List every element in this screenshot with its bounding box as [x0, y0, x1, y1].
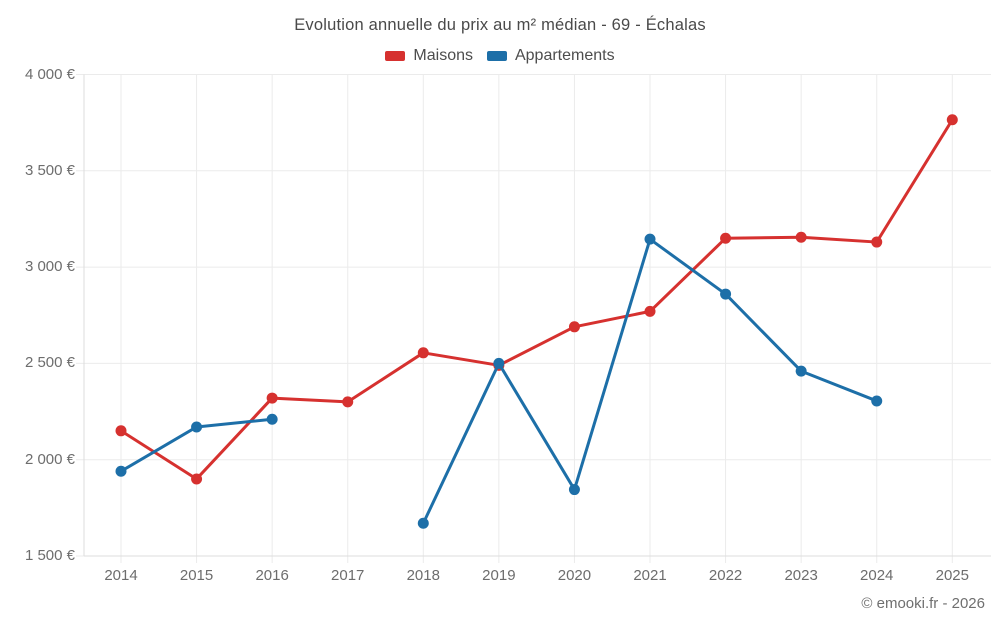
data-point-maisons-2017[interactable] — [342, 396, 354, 408]
data-point-maisons-2014[interactable] — [115, 425, 127, 437]
series-line-maisons — [119, 118, 954, 481]
legend-label-appartements: Appartements — [514, 47, 615, 64]
data-point-appartements-2020[interactable] — [568, 484, 580, 496]
legend-item-maisons[interactable]: Maisons — [385, 47, 473, 65]
appartements-series-swatch — [486, 51, 507, 61]
x-axis-label: 2018 — [406, 567, 440, 584]
data-point-appartements-2018[interactable] — [417, 517, 429, 529]
data-point-appartements-2016[interactable] — [266, 413, 278, 425]
data-point-appartements-2021[interactable] — [644, 233, 656, 245]
data-point-maisons-2016[interactable] — [266, 392, 278, 404]
y-axis-label: 1 500 € — [24, 547, 75, 564]
x-axis-label: 2019 — [482, 567, 516, 584]
data-point-maisons-2015[interactable] — [191, 473, 203, 485]
y-axis-label: 3 500 € — [24, 161, 75, 179]
data-point-appartements-2023[interactable] — [795, 365, 807, 377]
data-point-appartements-2019[interactable] — [493, 357, 505, 369]
data-point-appartements-2024[interactable] — [871, 395, 883, 407]
data-point-appartements-2022[interactable] — [720, 288, 732, 300]
copyright-text: © emooki.fr - 2026 — [861, 595, 985, 612]
data-point-maisons-2024[interactable] — [871, 236, 883, 248]
y-axis-label: 2 500 € — [24, 354, 75, 372]
data-point-maisons-2022[interactable] — [720, 232, 732, 244]
x-axis-label: 2016 — [255, 567, 289, 584]
x-axis-label: 2014 — [104, 567, 138, 584]
data-point-maisons-2021[interactable] — [644, 305, 656, 317]
legend-item-appartements[interactable]: Appartements — [486, 47, 615, 65]
x-axis-label: 2017 — [331, 567, 365, 584]
x-axis-label: 2025 — [935, 567, 969, 584]
x-axis-label: 2024 — [860, 567, 894, 584]
maisons-series-swatch — [385, 51, 406, 61]
y-axis-label: 2 000 € — [24, 450, 75, 468]
data-point-maisons-2020[interactable] — [568, 321, 580, 333]
chart-title: Evolution annuelle du prix au m² médian … — [294, 16, 706, 34]
data-point-maisons-2023[interactable] — [795, 231, 807, 243]
y-axis-label: 4 000 € — [24, 65, 75, 83]
x-axis-label: 2022 — [708, 567, 743, 584]
data-point-appartements-2014[interactable] — [115, 465, 127, 477]
x-axis-label: 2015 — [179, 567, 214, 584]
y-axis-label: 3 000 € — [24, 258, 75, 276]
legend-label-maisons: Maisons — [413, 47, 473, 64]
data-point-maisons-2018[interactable] — [417, 347, 429, 359]
x-axis-label: 2020 — [557, 567, 592, 584]
data-point-maisons-2025[interactable] — [946, 114, 958, 126]
legend: Maisons Appartements — [0, 45, 1000, 67]
data-point-appartements-2015[interactable] — [191, 421, 203, 433]
x-axis-label: 2021 — [633, 567, 667, 584]
x-axis-label: 2023 — [784, 567, 818, 584]
